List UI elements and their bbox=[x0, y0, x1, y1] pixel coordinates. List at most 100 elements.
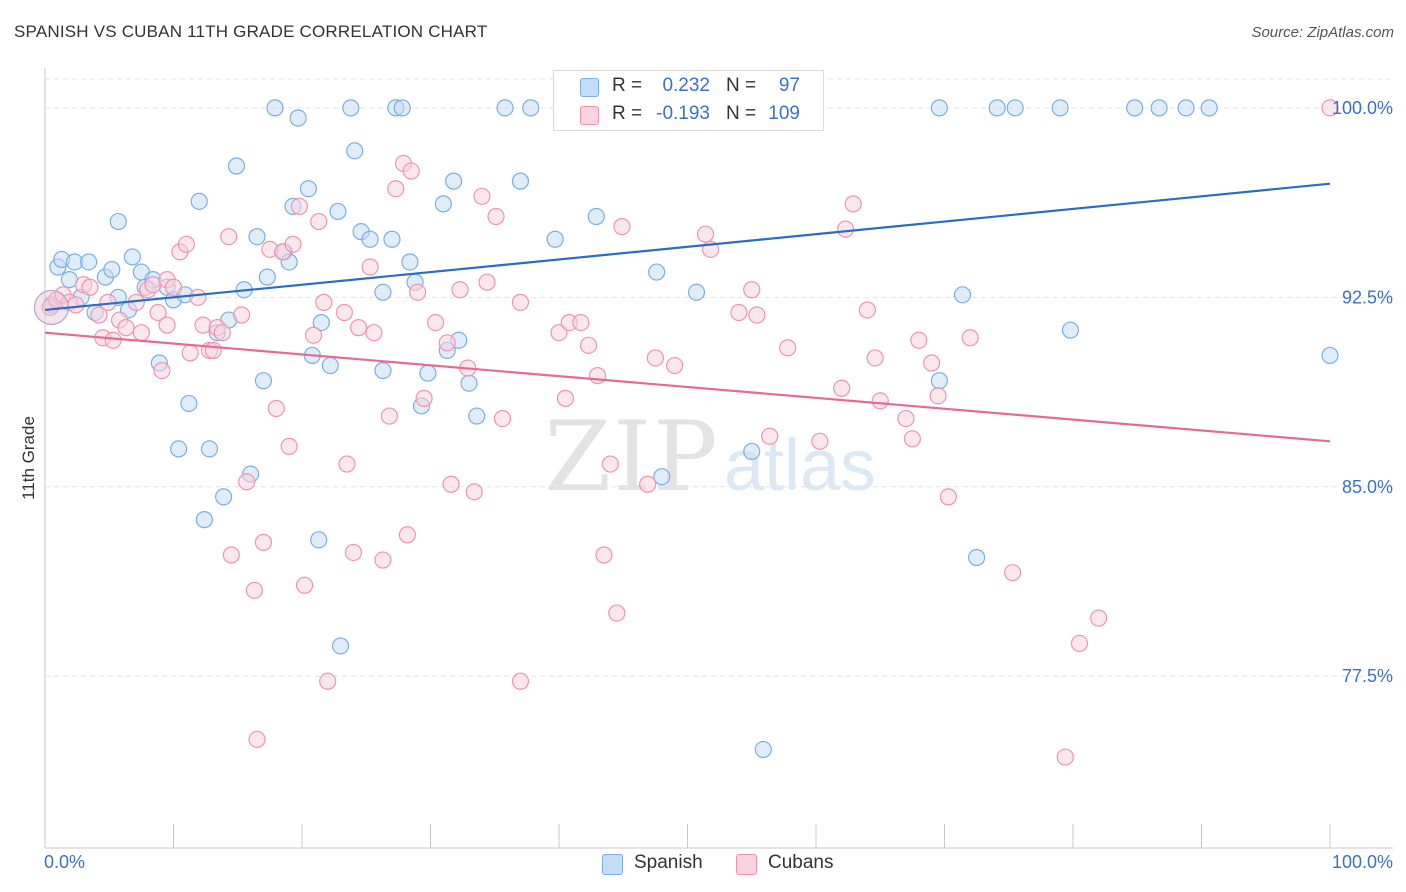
x-tick-label-right: 100.0% bbox=[1332, 852, 1393, 872]
cubans-point bbox=[478, 273, 496, 291]
spanish-point bbox=[109, 212, 127, 231]
spanish-point bbox=[289, 109, 307, 127]
cubans-swatch bbox=[580, 106, 599, 125]
r-label: R = bbox=[612, 75, 643, 96]
cubans-legend-swatch bbox=[736, 854, 757, 875]
spanish-point bbox=[460, 374, 478, 392]
spanish-point bbox=[383, 230, 401, 248]
cubans-point bbox=[608, 604, 626, 622]
cubans-point bbox=[194, 316, 212, 334]
cubans-point bbox=[511, 672, 530, 690]
spanish-point bbox=[1061, 321, 1080, 339]
x-tick-label-left: 0.0% bbox=[44, 852, 85, 872]
cubans-point bbox=[238, 473, 256, 491]
cubans-point bbox=[290, 197, 309, 216]
cubans-point bbox=[402, 162, 420, 180]
spanish-point bbox=[653, 468, 671, 486]
cubans-point bbox=[572, 313, 590, 332]
spanish-point bbox=[1150, 99, 1168, 117]
r-label: R = bbox=[612, 103, 643, 124]
watermark: ZIP atlas bbox=[544, 401, 876, 513]
spanish-point bbox=[522, 99, 540, 117]
spanish-point bbox=[227, 157, 246, 175]
cubans-point bbox=[365, 324, 383, 342]
chart-source: Source: ZipAtlas.com bbox=[1251, 24, 1394, 41]
spanish-point bbox=[103, 260, 121, 279]
cubans-point bbox=[730, 303, 748, 322]
spanish-point bbox=[468, 407, 486, 425]
spanish-point bbox=[393, 99, 411, 117]
cubans-point bbox=[487, 207, 505, 226]
cubans-point bbox=[588, 367, 607, 385]
tick-labels: 100.0% 92.5% 85.0% 77.5% bbox=[1332, 98, 1393, 686]
cubans-point bbox=[1070, 634, 1089, 652]
spanish-point bbox=[248, 228, 266, 246]
spanish-point bbox=[190, 192, 208, 210]
spanish-n-value: 97 bbox=[778, 75, 800, 96]
cubans-point bbox=[1090, 609, 1108, 627]
n-label: N = bbox=[726, 75, 757, 96]
cubans-point bbox=[415, 389, 433, 407]
spanish-point bbox=[754, 740, 772, 759]
spanish-point bbox=[254, 372, 273, 390]
cubans-point bbox=[213, 324, 231, 342]
cubans-point bbox=[233, 306, 251, 324]
y-tick-label: 100.0% bbox=[1332, 98, 1393, 118]
cubans-point bbox=[220, 228, 238, 246]
cubans-point bbox=[833, 379, 851, 397]
spanish-point bbox=[346, 142, 364, 160]
cubans-point bbox=[427, 313, 445, 332]
cubans-point bbox=[442, 475, 460, 493]
cubans-point bbox=[473, 187, 491, 205]
cubans-point bbox=[858, 301, 877, 319]
cubans-point bbox=[361, 258, 379, 276]
spanish-point bbox=[968, 548, 986, 567]
spanish-legend-label: Spanish bbox=[634, 852, 703, 873]
cubans-point bbox=[338, 455, 356, 473]
spanish-point bbox=[299, 180, 318, 198]
cubans-point bbox=[284, 235, 302, 253]
cubans-point bbox=[67, 296, 85, 314]
spanish-point bbox=[361, 230, 379, 248]
cubans-point bbox=[451, 281, 469, 299]
cubans-point bbox=[511, 293, 530, 311]
cubans-point bbox=[550, 324, 568, 342]
cubans-point bbox=[696, 225, 715, 243]
cubans-point bbox=[319, 672, 337, 690]
spanish-point bbox=[587, 207, 605, 226]
cubans-legend-label: Cubans bbox=[768, 852, 834, 873]
cubans-point bbox=[1056, 748, 1074, 766]
y-tick-label: 77.5% bbox=[1342, 666, 1393, 686]
cubans-point bbox=[438, 334, 456, 352]
spanish-point bbox=[374, 283, 392, 301]
spanish-point bbox=[511, 172, 530, 190]
spanish-point bbox=[80, 253, 98, 271]
spanish-point bbox=[988, 99, 1006, 117]
trend-lines bbox=[44, 182, 1331, 443]
cubans-point bbox=[939, 488, 957, 506]
spanish-r-value: 0.232 bbox=[662, 75, 710, 96]
cubans-point bbox=[104, 331, 122, 349]
spanish-point bbox=[170, 440, 188, 458]
axes bbox=[44, 68, 1393, 849]
cubans-point bbox=[295, 576, 314, 594]
spanish-point bbox=[930, 99, 948, 117]
spanish-point bbox=[1006, 99, 1024, 117]
cubans-n-value: 109 bbox=[768, 103, 800, 124]
spanish-point bbox=[1321, 346, 1339, 365]
cubans-point bbox=[335, 303, 354, 322]
n-label: N = bbox=[726, 103, 757, 124]
spanish-point bbox=[321, 356, 339, 375]
spanish-point bbox=[419, 364, 437, 382]
spanish-point bbox=[648, 263, 666, 281]
spanish-point bbox=[401, 253, 419, 271]
spanish-point bbox=[200, 440, 219, 458]
spanish-swatch bbox=[580, 78, 599, 97]
cubans-point bbox=[844, 195, 862, 213]
cubans-point bbox=[267, 399, 285, 418]
spanish-point bbox=[310, 531, 328, 549]
data-points bbox=[33, 99, 1339, 766]
cubans-trend-line bbox=[44, 331, 1331, 443]
cubans-point bbox=[639, 475, 657, 493]
cubans-point bbox=[929, 387, 947, 405]
